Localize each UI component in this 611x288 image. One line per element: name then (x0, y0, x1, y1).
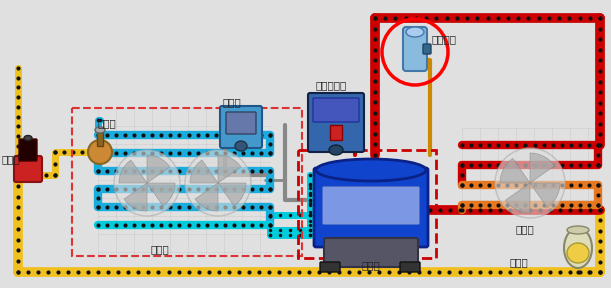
Wedge shape (195, 183, 218, 211)
Ellipse shape (95, 127, 105, 133)
Wedge shape (147, 155, 170, 183)
Wedge shape (218, 183, 246, 206)
Text: 储液器: 储液器 (509, 257, 528, 267)
Bar (72, 108, 302, 256)
Wedge shape (500, 158, 530, 183)
Ellipse shape (567, 243, 589, 263)
FancyBboxPatch shape (220, 106, 262, 148)
Ellipse shape (316, 159, 426, 181)
FancyBboxPatch shape (226, 112, 256, 134)
Text: 恒温器: 恒温器 (222, 97, 241, 107)
Wedge shape (147, 183, 175, 206)
FancyBboxPatch shape (423, 44, 431, 54)
FancyBboxPatch shape (14, 156, 42, 182)
FancyBboxPatch shape (308, 93, 364, 152)
Bar (330, 125, 342, 140)
Ellipse shape (564, 228, 592, 268)
Text: 油分离器: 油分离器 (432, 34, 457, 44)
Text: 冷凝器: 冷凝器 (516, 224, 535, 234)
FancyBboxPatch shape (19, 139, 37, 161)
Circle shape (88, 140, 112, 164)
Circle shape (185, 150, 251, 216)
Text: 压缩机: 压缩机 (362, 260, 381, 270)
Bar (298, 150, 436, 258)
FancyBboxPatch shape (324, 238, 418, 267)
Text: 膨胀阀: 膨胀阀 (98, 118, 117, 128)
Text: 蒸发器: 蒸发器 (151, 244, 169, 254)
Wedge shape (119, 160, 147, 183)
Wedge shape (505, 183, 530, 213)
FancyBboxPatch shape (400, 262, 420, 272)
FancyBboxPatch shape (313, 98, 359, 122)
Wedge shape (190, 160, 218, 183)
FancyBboxPatch shape (403, 27, 427, 71)
Circle shape (495, 148, 565, 218)
Circle shape (114, 150, 180, 216)
Wedge shape (124, 183, 147, 211)
FancyBboxPatch shape (323, 187, 419, 224)
FancyBboxPatch shape (320, 262, 340, 272)
Wedge shape (530, 183, 560, 208)
Text: 电磁阀: 电磁阀 (2, 154, 21, 164)
Wedge shape (218, 155, 241, 183)
Ellipse shape (24, 135, 32, 141)
Bar (97, 132, 103, 146)
FancyBboxPatch shape (314, 168, 428, 247)
Ellipse shape (406, 27, 424, 37)
Ellipse shape (235, 141, 247, 151)
Ellipse shape (329, 145, 343, 155)
Ellipse shape (567, 226, 589, 234)
Text: 双压控制器: 双压控制器 (315, 80, 346, 90)
Wedge shape (530, 153, 555, 183)
